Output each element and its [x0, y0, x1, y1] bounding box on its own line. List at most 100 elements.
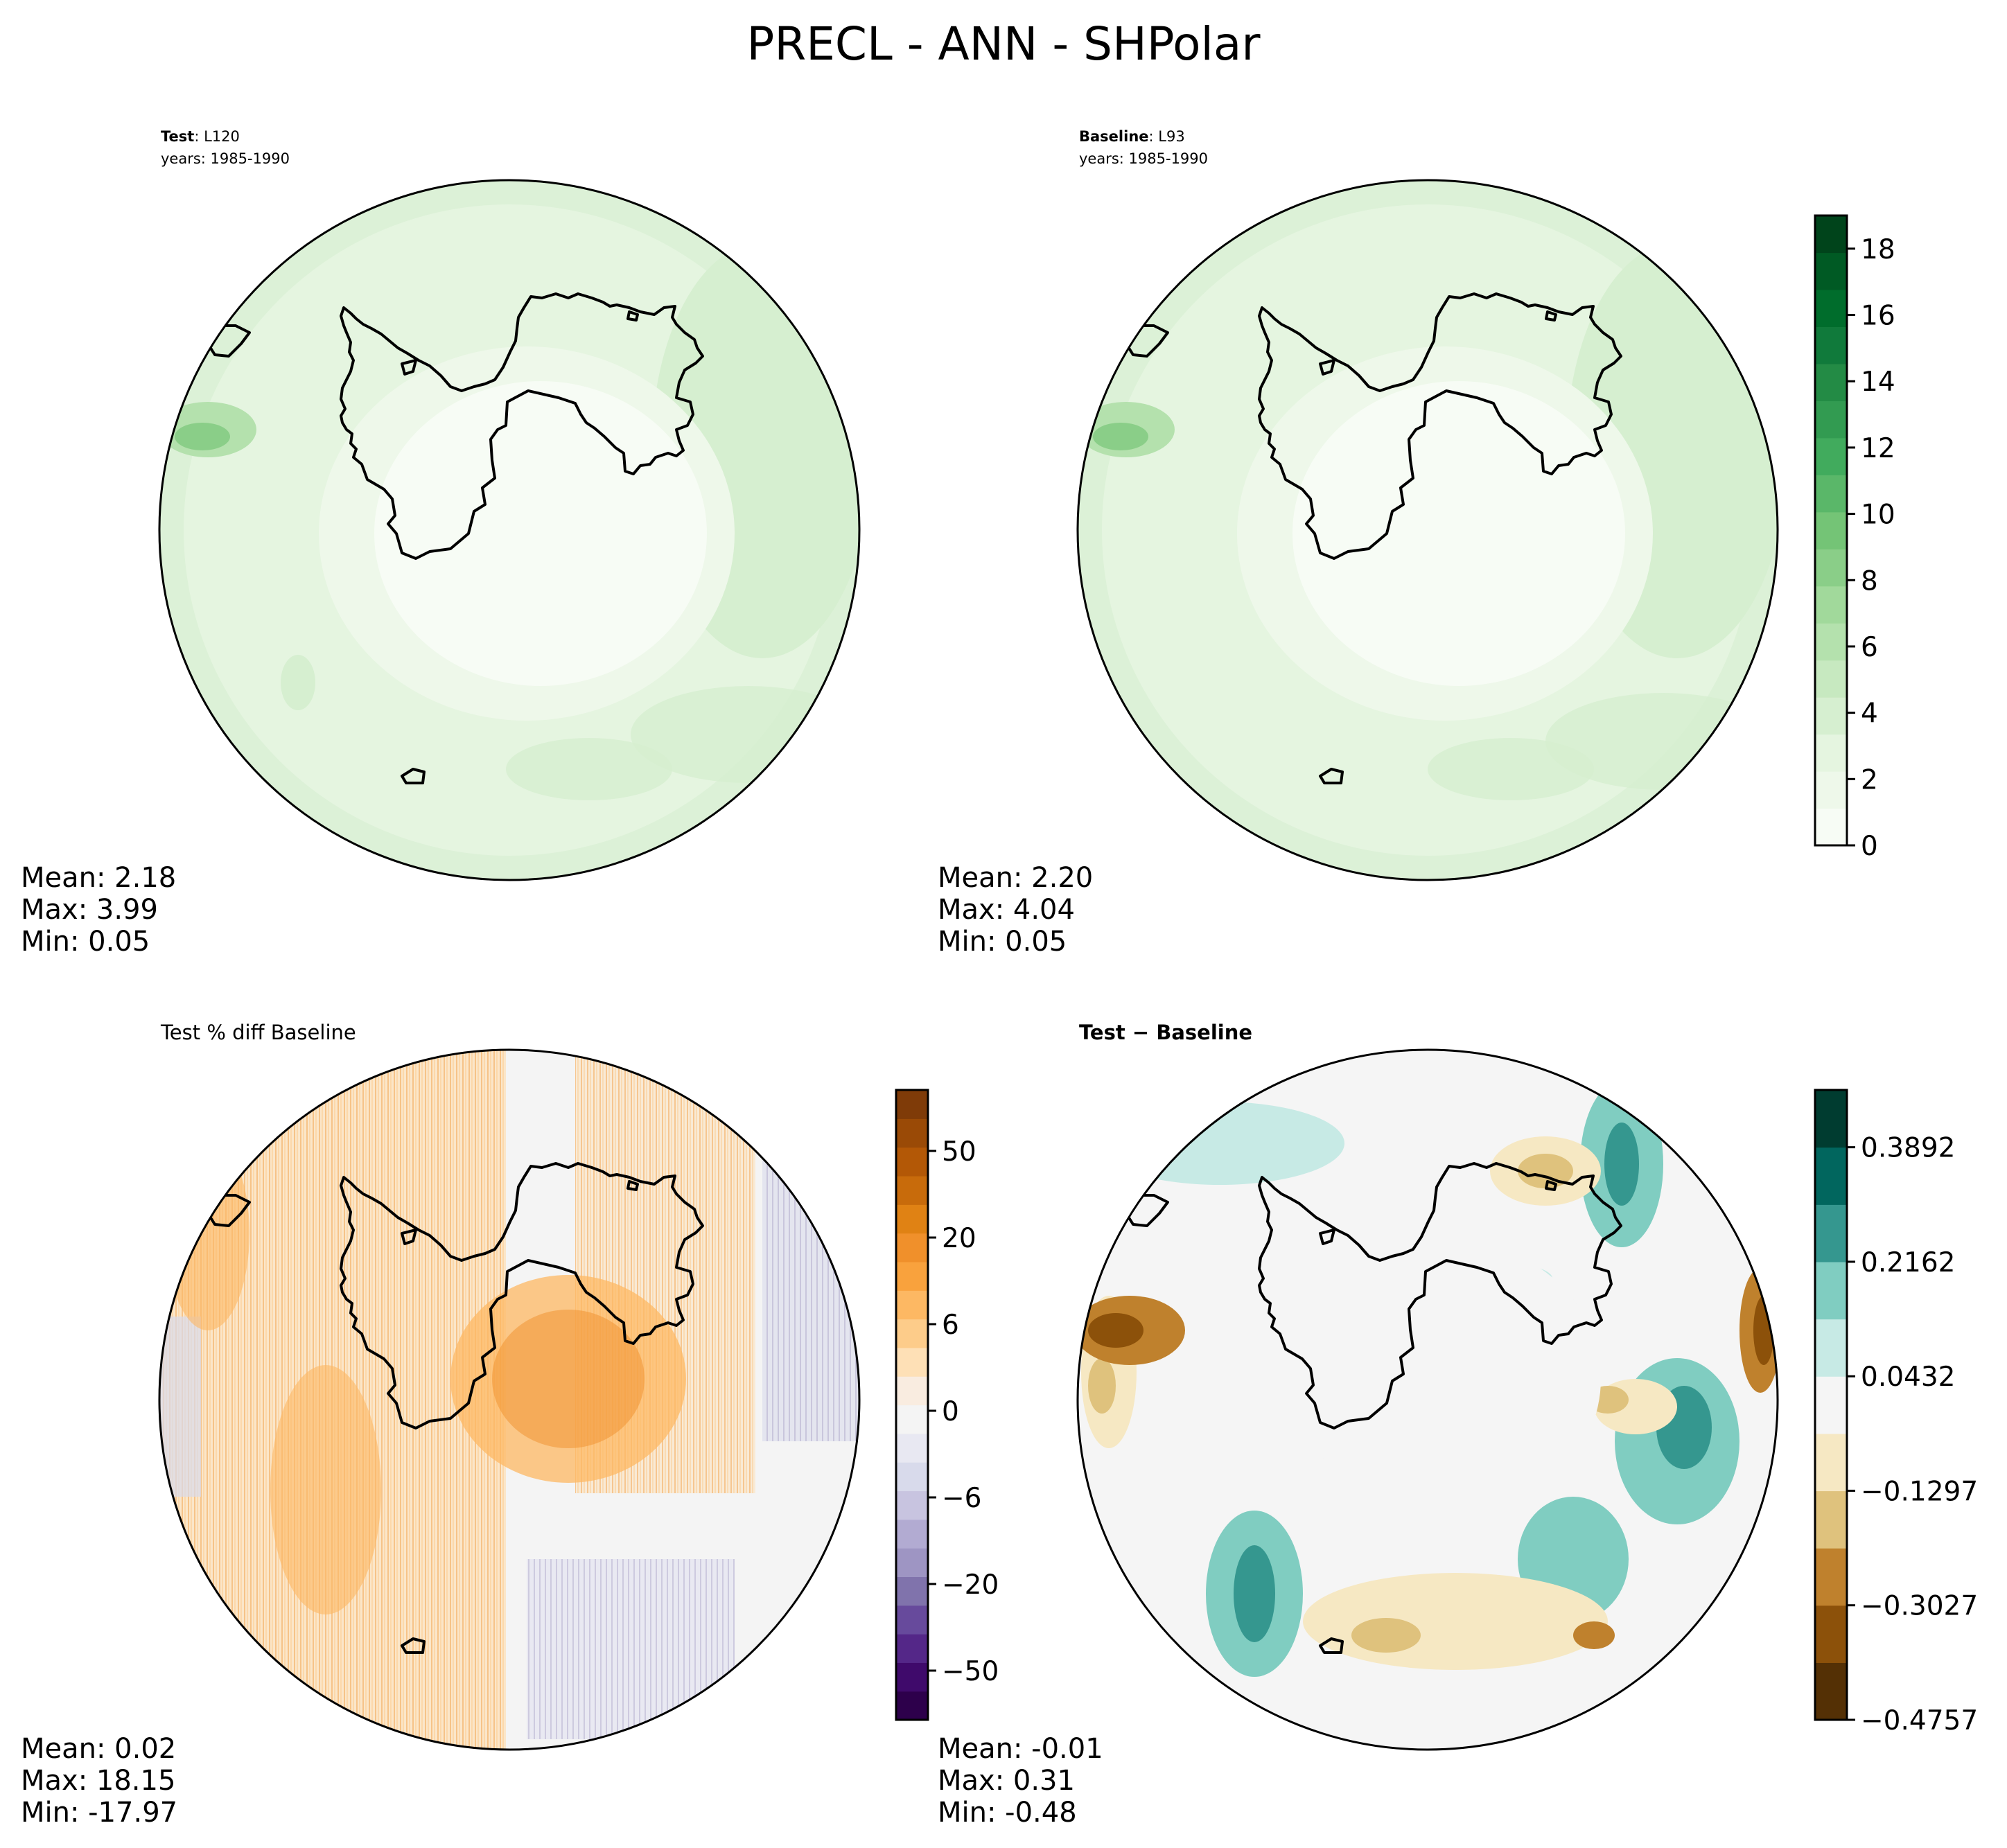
- panel-title: Test: L120: [161, 128, 240, 145]
- colorbar-segment: [896, 1662, 928, 1692]
- colorbar-segment: [896, 1290, 928, 1320]
- colorbar-segment: [1815, 1090, 1847, 1148]
- colorbar-segment: [1815, 511, 1847, 549]
- stat-max: Max: 18.15: [21, 1765, 175, 1797]
- colorbar-segment: [1815, 623, 1847, 661]
- colorbar-tick-label: 0.2162: [1861, 1247, 1955, 1278]
- colorbar-segment: [1815, 326, 1847, 364]
- colorbar-tick-label: 12: [1861, 433, 1895, 464]
- colorbar-tick-label: 2: [1861, 764, 1878, 795]
- colorbar-frame: [1814, 1089, 1848, 1721]
- colorbar-segment: [896, 1347, 928, 1377]
- stat-min: Min: 0.05: [938, 926, 1067, 958]
- colorbar-tick-label: −0.4757: [1861, 1705, 1978, 1736]
- colorbar-segment: [896, 1261, 928, 1291]
- panel-title: Test − Baseline: [1079, 1021, 1252, 1044]
- colorbar-segment: [1815, 1662, 1847, 1721]
- colorbar-frame: [895, 1089, 929, 1721]
- map-boundary: [1076, 179, 1779, 881]
- colorbar-tick-label: 6: [1861, 632, 1878, 663]
- colorbar-segment: [896, 1319, 928, 1348]
- panel-pct-diff: Test % diff Baseline: [21, 1021, 861, 1829]
- panel-title: Test % diff Baseline: [160, 1021, 356, 1044]
- colorbar-tick-label: 10: [1861, 500, 1895, 531]
- colorbar-pct: 50 20 6 0 −6 −20 −50: [895, 1089, 999, 1721]
- colorbar-segment: [896, 1490, 928, 1520]
- colorbar-tick-label: 0: [942, 1396, 959, 1427]
- colorbar-segment: [896, 1691, 928, 1721]
- colorbar-segment: [1815, 1548, 1847, 1606]
- colorbar-segment: [896, 1433, 928, 1463]
- panel-title: Baseline: L93: [1079, 128, 1185, 145]
- colorbar-segment: [896, 1118, 928, 1148]
- colorbar-segment: [1815, 363, 1847, 401]
- colorbar-segment: [896, 1462, 928, 1492]
- panel-test: Test: L120 years: 1985-1990: [21, 128, 861, 958]
- colorbar-segment: [896, 1576, 928, 1606]
- colorbar-segment: [896, 1175, 928, 1205]
- stat-max: Max: 3.99: [21, 894, 158, 926]
- colorbar-segment: [1815, 1605, 1847, 1663]
- panel-subtitle: years: 1985-1990: [161, 150, 290, 167]
- colorbar-tick-label: 18: [1861, 234, 1895, 265]
- colorbar-segment: [1815, 401, 1847, 439]
- colorbar-tick-label: −0.3027: [1861, 1591, 1978, 1622]
- colorbar-segment: [1815, 1490, 1847, 1549]
- colorbar-tick-label: −0.1297: [1861, 1476, 1978, 1507]
- stat-max: Max: 0.31: [938, 1765, 1075, 1797]
- colorbar-segment: [896, 1090, 928, 1119]
- colorbar-segment: [1815, 808, 1847, 846]
- colorbar-segment: [1815, 660, 1847, 698]
- colorbar-tick-label: 14: [1861, 367, 1895, 398]
- colorbar-segment: [896, 1204, 928, 1234]
- map-baseline: [1078, 180, 1778, 880]
- panel-diff: Test − Baseline: [938, 1021, 1779, 1829]
- colorbar-segment: [1815, 697, 1847, 735]
- colorbar-segment: [1815, 1261, 1847, 1320]
- colorbar-segment: [1815, 1376, 1847, 1434]
- map-diff: [1078, 1050, 1778, 1750]
- colorbar-segment: [1815, 1204, 1847, 1262]
- colorbar-segment: [896, 1548, 928, 1578]
- colorbar-precip: 0 2 4 6 8 10 12 14 16 18: [1814, 214, 1895, 862]
- panel-subtitle: years: 1985-1990: [1079, 150, 1208, 167]
- colorbar-tick-label: 6: [942, 1310, 959, 1341]
- colorbar-tick-label: 50: [942, 1136, 976, 1168]
- colorbar-tick-label: −50: [942, 1656, 999, 1687]
- colorbar-tick-label: 4: [1861, 698, 1878, 730]
- colorbar-diff: 0.3892 0.2162 0.0432 −0.1297 −0.3027 −0.4757: [1814, 1089, 1978, 1736]
- figure-title: PRECL - ANN - SHPolar: [747, 17, 1261, 71]
- panel-baseline: Baseline: L93 years: 1985-1990 M: [938, 128, 1779, 958]
- colorbar-tick-label: 0: [1861, 831, 1878, 862]
- colorbar-frame: [1814, 214, 1848, 847]
- colorbar-segment: [896, 1233, 928, 1262]
- panel-title-bold: Baseline: [1079, 128, 1149, 145]
- colorbar-tick-label: −20: [942, 1569, 999, 1601]
- stat-mean: Mean: -0.01: [938, 1733, 1103, 1765]
- colorbar-tick-label: 16: [1861, 301, 1895, 332]
- colorbar-segment: [1815, 771, 1847, 809]
- stat-mean: Mean: 2.20: [938, 862, 1093, 894]
- colorbar-segment: [896, 1605, 928, 1635]
- colorbar-tick-label: −6: [942, 1483, 982, 1514]
- colorbar-segment: [1815, 475, 1847, 513]
- stat-min: Min: -0.48: [938, 1797, 1077, 1829]
- map-boundary: [1076, 1048, 1779, 1751]
- colorbar-tick-label: 20: [942, 1223, 976, 1254]
- colorbar-segment: [1815, 549, 1847, 587]
- colorbar-segment: [896, 1405, 928, 1434]
- colorbar-tick-label: 0.0432: [1861, 1362, 1955, 1393]
- panel-title-rest: : L93: [1149, 128, 1185, 145]
- colorbar-segment: [896, 1376, 928, 1406]
- colorbar-segment: [1815, 1433, 1847, 1492]
- stat-min: Min: 0.05: [21, 926, 150, 958]
- colorbar-segment: [1815, 586, 1847, 624]
- stat-max: Max: 4.04: [938, 894, 1075, 926]
- map-test: [159, 180, 859, 880]
- colorbar-segment: [896, 1519, 928, 1549]
- panel-title-bold: Test: [161, 128, 194, 145]
- panel-title-rest: : L120: [194, 128, 240, 145]
- map-boundary: [158, 1048, 861, 1751]
- stat-min: Min: -17.97: [21, 1797, 177, 1829]
